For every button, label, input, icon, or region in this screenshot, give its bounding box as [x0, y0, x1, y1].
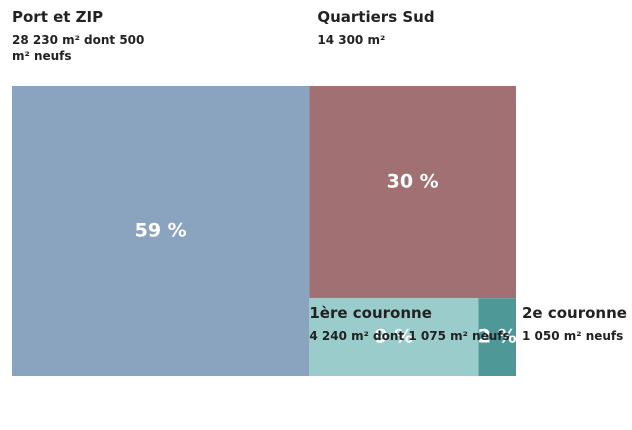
tile-annotation: Port et ZIP 28 230 m² dont 500 m² neufs: [12, 8, 162, 64]
tile: [12, 86, 310, 376]
value-label: 30 %: [387, 171, 439, 193]
tile-description: 28 230 m² dont 500 m² neufs: [12, 33, 145, 63]
tile-name: 1ère couronne: [309, 304, 432, 323]
tile-name: 2e couronne: [522, 304, 627, 323]
value-label: 9 %: [374, 326, 413, 348]
value-label: 59 %: [135, 220, 187, 242]
tile-name: Port et ZIP: [12, 8, 104, 26]
tile-name: Quartiers Sud: [317, 8, 435, 26]
tile: [309, 86, 516, 299]
tile-description: 14 300 m²: [317, 33, 386, 47]
tile-description: 4 240 m² dont 1 075 m² neufs: [309, 329, 510, 344]
tile-annotation: 2e couronne 1 050 m² neufs: [522, 304, 632, 344]
tile-annotation: Quartiers Sud 14 300 m²: [317, 8, 497, 48]
tile: [309, 298, 479, 376]
tile-annotation: 1ère couronne 4 240 m² dont 1 075 m² neuf…: [309, 304, 609, 344]
tile-description: 1 050 m² neufs: [522, 329, 624, 344]
value-label: 2 %: [478, 326, 517, 348]
tile: [478, 298, 516, 376]
